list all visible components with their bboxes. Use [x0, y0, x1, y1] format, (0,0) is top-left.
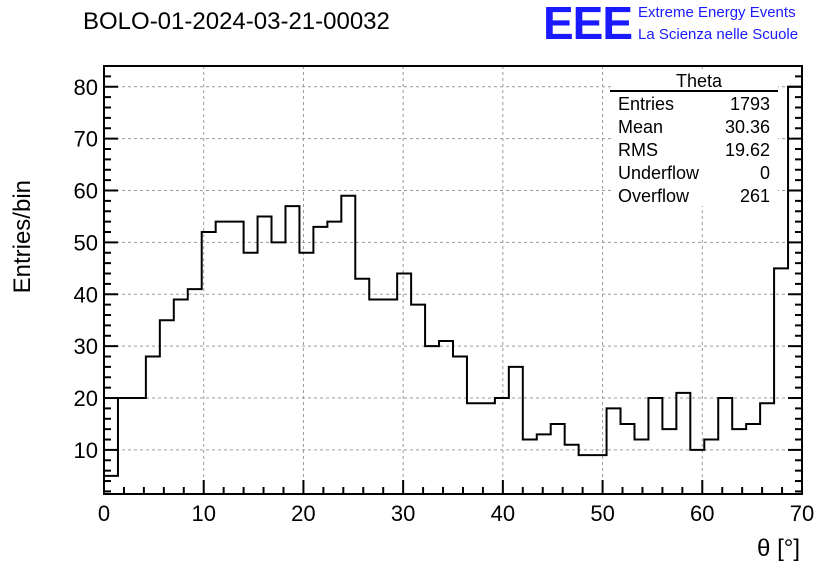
y-tick-label: 30	[74, 334, 98, 359]
histogram-bin	[634, 440, 648, 494]
histogram-bin	[341, 196, 355, 494]
histogram-bin	[299, 253, 313, 494]
histogram-bin	[579, 455, 593, 494]
y-tick-label: 70	[74, 127, 98, 152]
histogram-bin	[369, 299, 383, 494]
histogram-bin	[621, 424, 635, 494]
stats-value: 19.62	[725, 140, 770, 160]
x-tick-label: 40	[491, 501, 515, 526]
histogram-bin	[272, 242, 286, 494]
histogram-bin	[188, 289, 202, 494]
histogram-bin	[244, 253, 258, 494]
histogram-bins	[104, 85, 802, 494]
histogram-bin	[160, 320, 174, 494]
histogram-bin	[481, 403, 495, 494]
y-tick-label: 40	[74, 282, 98, 307]
histogram-bin	[537, 434, 551, 494]
histogram-bin	[285, 206, 299, 494]
histogram-bin	[551, 424, 565, 494]
histogram-bin	[453, 357, 467, 494]
histogram-bin	[425, 346, 439, 494]
plot-frame	[103, 65, 803, 495]
x-tick-label: 70	[790, 501, 814, 526]
stats-label: RMS	[618, 140, 658, 160]
tick-labels: 0 10 20 30 40 50 60 70 10 20 30 40 50 60 70 80	[74, 75, 815, 526]
histogram-bin	[732, 429, 746, 494]
histogram-bin	[355, 279, 369, 494]
histogram-bin	[509, 367, 523, 494]
eee-logo: EEE	[543, 0, 633, 49]
stats-value: 0	[760, 163, 770, 183]
stats-label: Entries	[618, 94, 674, 114]
histogram-bin	[327, 222, 341, 494]
histogram-bin	[411, 305, 425, 494]
histogram-bin	[788, 87, 802, 494]
histogram-bin	[230, 222, 244, 494]
histogram-bin	[383, 299, 397, 494]
y-tick-label: 50	[74, 230, 98, 255]
stats-value: 1793	[730, 94, 770, 114]
histogram-bin	[467, 403, 481, 494]
stats-label: Mean	[618, 117, 663, 137]
stats-box-bg	[612, 72, 778, 206]
histogram-bin	[593, 455, 607, 494]
histogram-bin	[746, 424, 760, 494]
y-tick-label: 80	[74, 75, 98, 100]
x-tick-label: 0	[98, 501, 110, 526]
x-tick-label: 60	[690, 501, 714, 526]
histogram-bin	[313, 227, 327, 494]
logo-text-line2: La Scienza nelle Scuole	[638, 26, 799, 43]
stats-title: Theta	[676, 71, 723, 91]
histogram-outline	[104, 85, 802, 477]
histogram-bin	[174, 299, 188, 494]
histogram-bin	[648, 398, 662, 494]
x-tick-label: 20	[291, 501, 315, 526]
plot-title: BOLO-01-2024-03-21-00032	[83, 8, 390, 35]
histogram-bin	[202, 232, 216, 494]
stats-label: Overflow	[618, 186, 690, 206]
stats-value: 30.36	[725, 117, 770, 137]
histogram-bin	[146, 357, 160, 494]
y-tick-label: 20	[74, 386, 98, 411]
histogram-bin	[760, 403, 774, 494]
y-tick-label: 10	[74, 438, 98, 463]
histogram-bin	[495, 398, 509, 494]
histogram-bin	[439, 341, 453, 494]
tick-marks	[103, 65, 803, 494]
histogram-bin	[662, 429, 676, 494]
histogram-bin	[118, 398, 132, 494]
y-axis-label: Entries/bin	[9, 180, 36, 293]
stats-value: 261	[740, 186, 770, 206]
axes-frame	[103, 65, 803, 495]
x-tick-label: 30	[391, 501, 415, 526]
histogram-bin	[774, 268, 788, 494]
histogram-bin	[676, 393, 690, 494]
x-tick-label: 10	[191, 501, 215, 526]
histogram-bin	[718, 398, 732, 494]
logo-text-line1: Extreme Energy Events	[638, 4, 796, 21]
x-tick-label: 50	[590, 501, 614, 526]
histogram-bin	[565, 445, 579, 494]
histogram-bin	[704, 440, 718, 494]
x-axis-label: θ [°]	[757, 535, 800, 562]
y-tick-label: 60	[74, 179, 98, 204]
histogram-bin	[258, 216, 272, 494]
histogram-bin	[397, 274, 411, 494]
histogram-bin	[523, 440, 537, 494]
stats-label: Underflow	[618, 163, 700, 183]
histogram-bin	[607, 408, 621, 494]
histogram-bin	[216, 222, 230, 494]
histogram-bin	[132, 398, 146, 494]
